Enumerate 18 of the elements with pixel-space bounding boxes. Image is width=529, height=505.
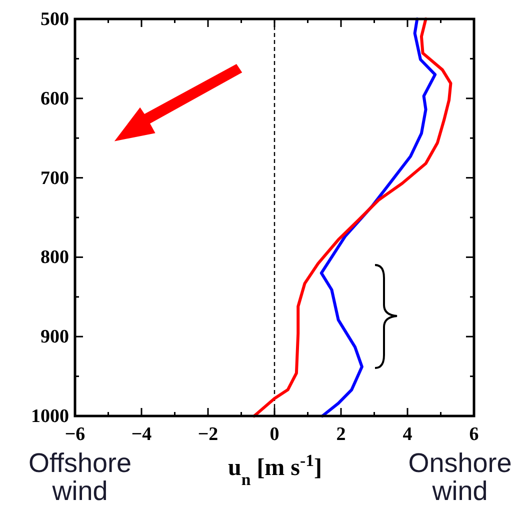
y-tick-label: 900 [40, 326, 69, 348]
line-series [320, 18, 437, 418]
line-series [252, 18, 452, 418]
y-tick-label: 600 [40, 88, 69, 110]
y-tick-label: 1000 [31, 406, 69, 427]
x-tick-label: −2 [198, 424, 218, 445]
text: Onshore wind [408, 448, 512, 505]
y-tick-label: 700 [40, 168, 69, 189]
text: Offshore wind [28, 448, 132, 505]
y-tick-label: 800 [40, 247, 69, 268]
x-tick-label: 0 [270, 424, 280, 445]
x-tick-label: −6 [64, 424, 86, 445]
x-axis-title: u$_{n}$ [m s$^{-1}$] [228, 450, 322, 488]
y-tick-label: 500 [40, 9, 69, 30]
x-tick-label: −4 [131, 424, 152, 445]
x-tick-label: 6 [469, 424, 479, 445]
x-tick-label: 4 [402, 424, 413, 445]
x-tick-label: 2 [336, 424, 346, 445]
